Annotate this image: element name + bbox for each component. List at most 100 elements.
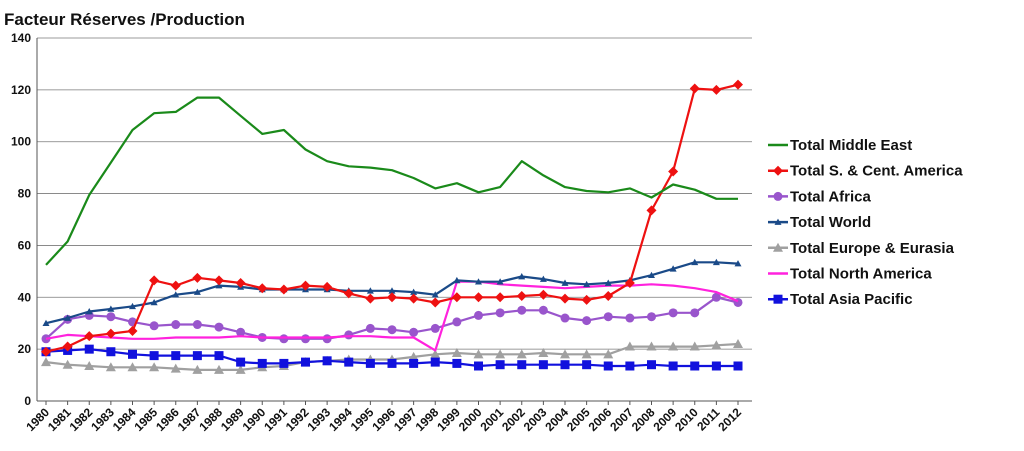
- data-point: [149, 275, 160, 286]
- data-point: [452, 358, 462, 368]
- data-point: [430, 323, 440, 333]
- data-point: [172, 291, 180, 298]
- legend-entry: Total S. & Cent. America: [768, 163, 963, 180]
- x-tick-label: 1980: [23, 405, 52, 434]
- data-point: [690, 308, 700, 318]
- series-line: [45, 83, 739, 353]
- data-point: [236, 357, 246, 367]
- series-line: [45, 96, 738, 266]
- data-point: [214, 322, 224, 332]
- data-point: [366, 287, 374, 294]
- data-point: [214, 351, 224, 361]
- x-tick-label: 1994: [326, 405, 355, 434]
- legend-label: Total North America: [790, 266, 932, 283]
- data-point: [625, 361, 635, 371]
- data-point: [691, 258, 699, 266]
- data-point: [603, 290, 614, 301]
- data-point: [604, 279, 612, 286]
- x-tick-label: 2000: [456, 405, 485, 434]
- data-point: [236, 327, 246, 337]
- data-point: [85, 308, 93, 315]
- data-point: [711, 84, 722, 95]
- data-point: [668, 341, 679, 351]
- data-point: [668, 166, 679, 177]
- x-tick-label: 2005: [564, 405, 593, 434]
- data-point: [149, 362, 160, 372]
- y-tick-label: 40: [18, 290, 32, 304]
- data-point: [689, 341, 700, 351]
- data-point: [84, 344, 94, 354]
- y-tick-labels: 0 20 40 60 80 100 120 140: [11, 31, 31, 408]
- data-point: [473, 349, 484, 359]
- data-point: [495, 360, 505, 370]
- data-point: [322, 356, 332, 366]
- x-tick-label: 1992: [283, 405, 312, 434]
- data-point: [582, 316, 592, 326]
- data-point: [581, 294, 592, 305]
- x-tick-label: 1991: [261, 405, 290, 434]
- data-point: [192, 351, 202, 361]
- y-tick-label: 0: [24, 394, 31, 408]
- x-tick-label: 1999: [434, 405, 463, 434]
- data-point: [322, 334, 332, 344]
- data-point: [538, 360, 548, 370]
- legend-entry: Total World: [768, 214, 871, 231]
- data-point: [409, 327, 419, 337]
- x-tick-label: 1986: [153, 405, 182, 434]
- x-tick-label: 1983: [88, 405, 117, 434]
- data-point: [171, 320, 181, 330]
- data-point: [668, 308, 678, 318]
- legend-label: Total S. & Cent. America: [790, 163, 963, 180]
- x-tick-label: 2002: [499, 405, 528, 434]
- x-tick-label: 2010: [672, 405, 701, 434]
- x-tick-label: 2011: [694, 405, 723, 434]
- data-point: [408, 293, 419, 304]
- series-total-asia-pacific: [41, 344, 743, 371]
- x-tick-label: 2009: [650, 405, 679, 434]
- legend: Total Middle East Total S. & Cent. Americ…: [768, 137, 963, 308]
- data-point: [279, 358, 289, 368]
- series-total-africa: [41, 292, 743, 344]
- legend-marker: [773, 165, 783, 176]
- x-tick-label: 2006: [586, 405, 615, 434]
- data-point: [278, 284, 289, 295]
- data-point: [365, 293, 376, 304]
- data-point: [257, 283, 268, 294]
- data-point: [451, 348, 462, 358]
- data-point: [582, 360, 592, 370]
- data-point: [711, 361, 721, 371]
- x-tick-label: 1982: [67, 405, 96, 434]
- data-point: [301, 334, 310, 344]
- data-point: [711, 340, 722, 350]
- data-point: [235, 364, 246, 374]
- data-point: [409, 358, 419, 368]
- legend-entry: Total North America: [768, 266, 932, 283]
- data-point: [690, 361, 700, 371]
- x-tick-label: 2007: [607, 405, 636, 434]
- data-point: [689, 83, 700, 94]
- data-point: [257, 358, 267, 368]
- data-point: [733, 338, 743, 348]
- data-point: [474, 310, 483, 320]
- x-tick-label: 1989: [218, 405, 247, 434]
- x-tick-label: 1993: [304, 405, 333, 434]
- x-tick-label: 1997: [391, 405, 420, 434]
- data-point: [129, 302, 136, 310]
- data-point: [516, 349, 527, 359]
- data-point: [625, 313, 635, 323]
- legend-marker: [773, 191, 783, 201]
- data-point: [64, 314, 72, 321]
- data-point: [107, 305, 115, 312]
- data-point: [475, 278, 482, 285]
- data-point: [561, 279, 569, 286]
- data-point: [192, 364, 203, 374]
- legend-marker: [773, 294, 783, 304]
- data-point: [647, 312, 656, 322]
- data-point: [647, 360, 656, 370]
- legend-label: Total Europe & Eurasia: [790, 240, 955, 257]
- data-point: [214, 364, 224, 374]
- data-point: [84, 331, 95, 342]
- data-point: [517, 360, 527, 370]
- x-tick-label: 2012: [715, 405, 744, 434]
- x-tick-label: 1995: [348, 405, 377, 434]
